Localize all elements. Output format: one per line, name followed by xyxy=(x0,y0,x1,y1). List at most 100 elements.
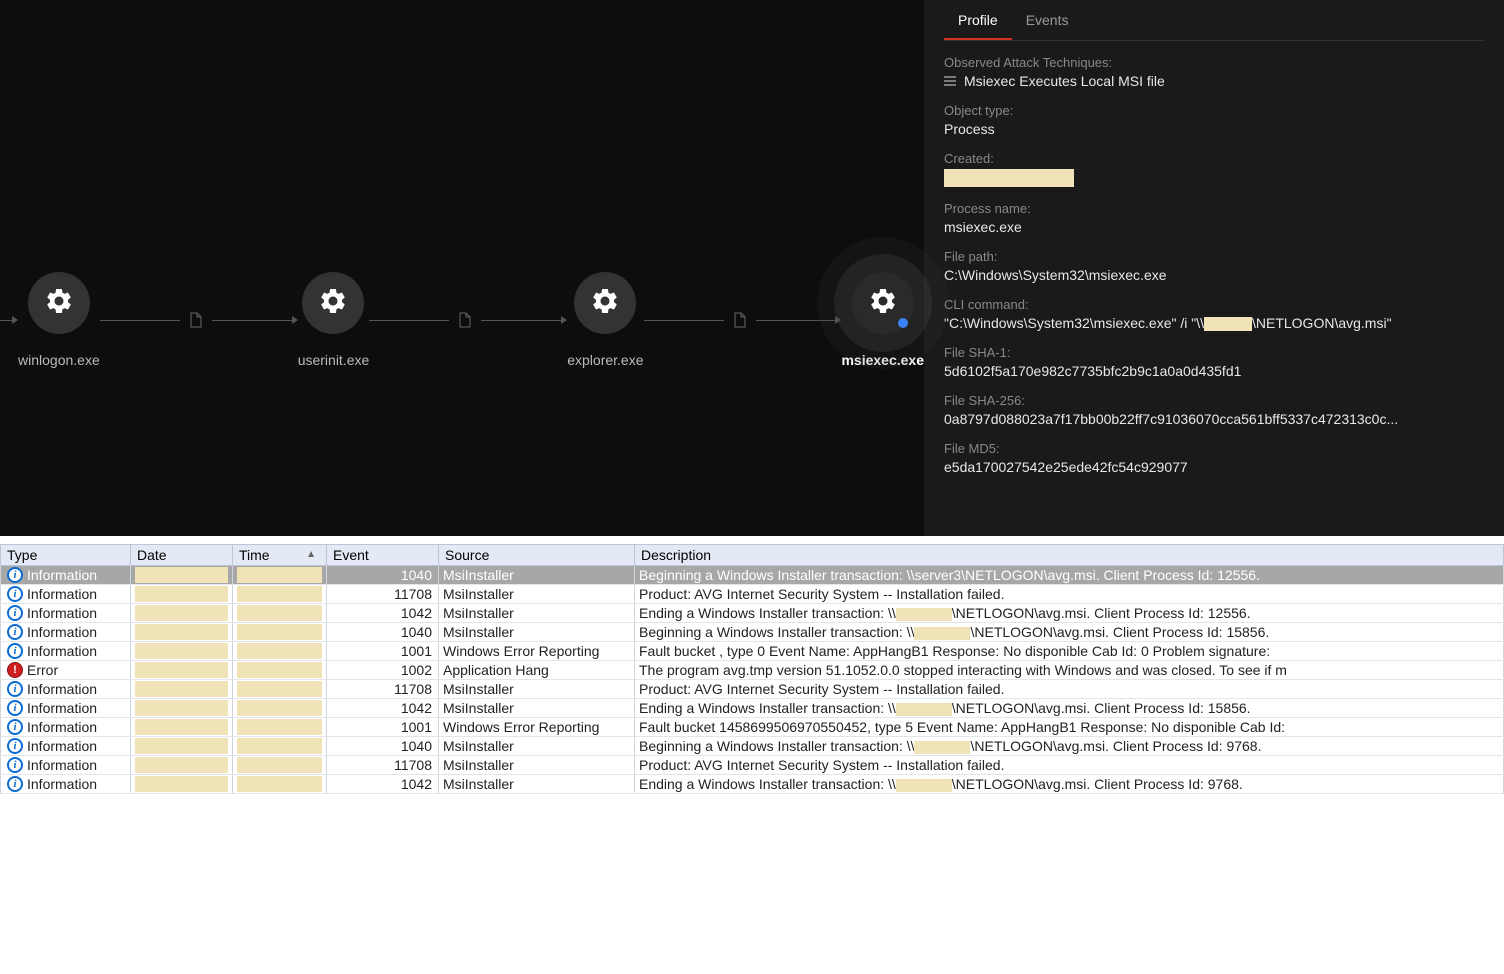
cell-event: 1040 xyxy=(327,623,439,642)
date-redacted xyxy=(135,681,228,697)
info-icon: i xyxy=(7,776,23,792)
col-date[interactable]: Date xyxy=(131,545,233,566)
cell-source: Windows Error Reporting xyxy=(439,642,635,661)
cell-event: 1042 xyxy=(327,699,439,718)
cell-event: 1040 xyxy=(327,737,439,756)
info-icon: i xyxy=(7,719,23,735)
desc-text: Product: AVG Internet Security System --… xyxy=(639,586,1004,602)
date-redacted xyxy=(135,624,228,640)
time-redacted xyxy=(237,586,322,602)
chain-arrow xyxy=(644,312,842,328)
file-path-value: C:\Windows\System32\msiexec.exe xyxy=(944,267,1484,283)
cell-time xyxy=(233,566,327,585)
desc-post: \NETLOGON\avg.msi. Client Process Id: 15… xyxy=(952,700,1251,716)
attack-technique-item[interactable]: Msiexec Executes Local MSI file xyxy=(944,73,1484,89)
md5-field: File MD5: e5da170027542e25ede42fc54c9290… xyxy=(944,441,1484,475)
process-node[interactable]: userinit.exe xyxy=(298,272,370,368)
table-row[interactable]: iInformation11708MsiInstallerProduct: AV… xyxy=(1,680,1504,699)
file-icon xyxy=(190,312,202,328)
cell-time xyxy=(233,718,327,737)
cell-date xyxy=(131,566,233,585)
date-redacted xyxy=(135,567,228,583)
info-icon: i xyxy=(7,624,23,640)
time-redacted xyxy=(237,643,322,659)
desc-redacted xyxy=(896,779,952,792)
process-node-circle xyxy=(28,272,90,334)
cell-source: Windows Error Reporting xyxy=(439,718,635,737)
sha1-field: File SHA-1: 5d6102f5a170e982c7735bfc2b9c… xyxy=(944,345,1484,379)
cell-event: 1042 xyxy=(327,604,439,623)
type-text: Information xyxy=(27,757,97,773)
sha256-value: 0a8797d088023a7f17bb00b22ff7c91036070cca… xyxy=(944,411,1484,427)
process-node[interactable]: winlogon.exe xyxy=(18,272,100,368)
sha1-label: File SHA-1: xyxy=(944,345,1484,360)
time-redacted xyxy=(237,719,322,735)
desc-text: Beginning a Windows Installer transactio… xyxy=(639,567,1260,583)
cell-desc: The program avg.tmp version 51.1052.0.0 … xyxy=(635,661,1504,680)
type-text: Information xyxy=(27,567,97,583)
cell-desc: Fault bucket , type 0 Event Name: AppHan… xyxy=(635,642,1504,661)
col-source[interactable]: Source xyxy=(439,545,635,566)
cell-desc: Ending a Windows Installer transaction: … xyxy=(635,604,1504,623)
cli-label: CLI command: xyxy=(944,297,1484,312)
chain-arrow xyxy=(0,316,18,324)
desc-post: \NETLOGON\avg.msi. Client Process Id: 97… xyxy=(970,738,1261,754)
cell-event: 1001 xyxy=(327,642,439,661)
event-log-table[interactable]: Type Date Time▲ Event Source Description… xyxy=(0,544,1504,794)
desc-text: Product: AVG Internet Security System --… xyxy=(639,757,1004,773)
process-graph[interactable]: winlogon.exe userinit.exe explorer.exe msie… xyxy=(0,0,924,536)
table-row[interactable]: iInformation1042MsiInstallerEnding a Win… xyxy=(1,604,1504,623)
cell-source: MsiInstaller xyxy=(439,737,635,756)
table-row[interactable]: iInformation1040MsiInstallerBeginning a … xyxy=(1,566,1504,585)
table-row[interactable]: !Error1002Application HangThe program av… xyxy=(1,661,1504,680)
table-row[interactable]: iInformation1042MsiInstallerEnding a Win… xyxy=(1,775,1504,794)
desc-post: \NETLOGON\avg.msi. Client Process Id: 15… xyxy=(970,624,1269,640)
type-text: Information xyxy=(27,681,97,697)
cell-event: 11708 xyxy=(327,585,439,604)
col-time-label: Time xyxy=(239,547,270,563)
attack-technique-value: Msiexec Executes Local MSI file xyxy=(964,73,1165,89)
cell-type: iInformation xyxy=(1,699,131,718)
tab-profile[interactable]: Profile xyxy=(944,0,1012,40)
cell-type: iInformation xyxy=(1,566,131,585)
time-redacted xyxy=(237,624,322,640)
table-row[interactable]: iInformation1001Windows Error ReportingF… xyxy=(1,718,1504,737)
cell-event: 11708 xyxy=(327,756,439,775)
tab-events[interactable]: Events xyxy=(1012,0,1083,40)
cell-event: 11708 xyxy=(327,680,439,699)
cell-date xyxy=(131,661,233,680)
process-node[interactable]: msiexec.exe xyxy=(841,272,924,368)
cell-time xyxy=(233,585,327,604)
info-icon: i xyxy=(7,738,23,754)
table-row[interactable]: iInformation1040MsiInstallerBeginning a … xyxy=(1,623,1504,642)
time-redacted xyxy=(237,662,322,678)
type-text: Information xyxy=(27,719,97,735)
col-desc[interactable]: Description xyxy=(635,545,1504,566)
process-name-value: msiexec.exe xyxy=(944,219,1484,235)
cell-date xyxy=(131,680,233,699)
cell-event: 1042 xyxy=(327,775,439,794)
table-row[interactable]: iInformation1001Windows Error ReportingF… xyxy=(1,642,1504,661)
col-time[interactable]: Time▲ xyxy=(233,545,327,566)
process-node-label: userinit.exe xyxy=(298,352,370,368)
process-node[interactable]: explorer.exe xyxy=(567,272,643,368)
md5-value: e5da170027542e25ede42fc54c929077 xyxy=(944,459,1484,475)
time-redacted xyxy=(237,700,322,716)
table-row[interactable]: iInformation11708MsiInstallerProduct: AV… xyxy=(1,756,1504,775)
cell-type: iInformation xyxy=(1,604,131,623)
table-row[interactable]: iInformation1040MsiInstallerBeginning a … xyxy=(1,737,1504,756)
cell-date xyxy=(131,623,233,642)
type-text: Information xyxy=(27,624,97,640)
table-row[interactable]: iInformation11708MsiInstallerProduct: AV… xyxy=(1,585,1504,604)
table-row[interactable]: iInformation1042MsiInstallerEnding a Win… xyxy=(1,699,1504,718)
info-icon: i xyxy=(7,643,23,659)
col-type[interactable]: Type xyxy=(1,545,131,566)
col-event[interactable]: Event xyxy=(327,545,439,566)
cell-time xyxy=(233,737,327,756)
cell-desc: Ending a Windows Installer transaction: … xyxy=(635,699,1504,718)
desc-pre: Ending a Windows Installer transaction: … xyxy=(639,605,896,621)
date-redacted xyxy=(135,719,228,735)
desc-pre: Ending a Windows Installer transaction: … xyxy=(639,776,896,792)
type-text: Error xyxy=(27,662,58,678)
cell-time xyxy=(233,623,327,642)
